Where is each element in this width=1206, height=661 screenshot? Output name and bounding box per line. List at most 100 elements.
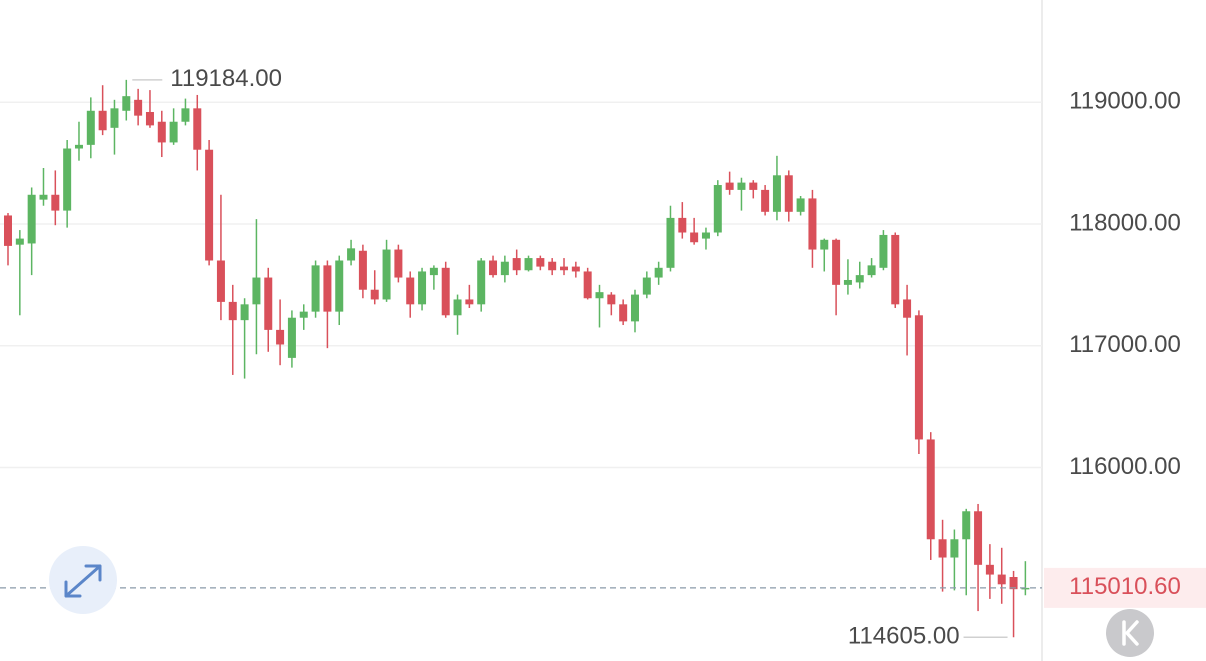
candle-body [690,232,699,243]
candle-body [1009,577,1018,590]
candle-body [725,182,734,190]
candle-body [264,277,273,330]
candle-body [441,267,450,316]
candle-body [145,111,154,126]
candle-body [784,175,793,212]
candle-body [240,304,249,321]
candle-body [347,248,356,261]
candle-body [630,294,639,322]
candles [4,79,1030,638]
min-label: 114605.00 [848,623,960,650]
candle-body [832,239,841,285]
candle-body [63,148,72,211]
candle-body [216,260,225,302]
candle-body [642,277,651,295]
candle-body [453,299,462,316]
candle-body [4,215,12,246]
candle-body [27,194,36,244]
candle-body [193,108,202,150]
candle-body [74,144,83,149]
candle-body [891,234,900,305]
candle-body [39,194,48,200]
candle-body [477,260,486,305]
candle-body [761,189,770,212]
candle-body [465,299,474,305]
candle-body [358,250,367,290]
candle-body [181,108,190,122]
candle-body [157,121,166,143]
candle-body [252,277,261,305]
candle-body [595,292,604,299]
candle-body [938,539,947,558]
candle-body [169,121,178,143]
candle-body [619,304,628,322]
candle-body [276,329,285,345]
candle-body [926,439,935,540]
candle-body [796,198,805,212]
candle-body [678,217,687,233]
candle-body [110,108,119,128]
candle-body [843,279,852,285]
candle-body [1021,587,1030,590]
back-button[interactable] [1106,609,1154,657]
candle-body [950,539,959,558]
candle-body [560,266,569,271]
expand-button[interactable] [49,546,117,614]
candle-body [701,232,710,239]
candle-body [749,182,758,190]
candle-body [98,110,107,131]
candle-body [855,275,864,283]
candle-body [536,258,545,267]
candle-body [382,249,391,300]
candle-body [394,249,403,278]
candle-body [311,265,320,312]
candle-body [772,175,781,212]
candle-body [370,289,379,300]
candle-body [228,301,237,321]
candle-body [607,294,616,305]
candle-body [15,238,24,245]
candle-body [500,261,509,276]
candle-body [335,260,344,312]
candle-body [571,266,580,272]
candle-body [997,574,1006,585]
candle-body [583,271,592,299]
candle-body [489,260,498,276]
candle-body [820,239,829,250]
candle-body [903,299,912,318]
candle-body [713,185,722,233]
candle-body [524,258,533,271]
candle-body [548,261,557,271]
candle-body [299,311,308,318]
y-tick-label: 119000.00 [1069,88,1181,115]
candle-body [86,110,95,145]
last-price-label: 115010.60 [1069,573,1181,600]
candle-body [406,277,415,305]
candle-body [867,265,876,276]
y-tick-label: 117000.00 [1069,331,1181,358]
y-tick-label: 118000.00 [1069,209,1181,236]
candle-body [418,271,427,305]
max-label: 119184.00 [170,65,282,92]
candle-body [914,315,923,440]
candle-body [808,198,817,250]
candle-body [985,564,994,575]
candle-body [205,149,214,261]
candle-body [654,267,663,278]
candle-body [962,511,971,540]
candle-body [737,182,746,190]
candle-body [323,265,332,312]
candle-body [879,234,888,268]
overlay: 119184.00 114605.00 115010.60 [0,65,1206,650]
candle-body [974,511,983,565]
candle-body [429,267,438,276]
grid: 116000.00 117000.00 118000.00 119000.00 [0,88,1181,480]
candle-body [512,258,521,271]
candle-body [134,99,143,116]
y-tick-label: 116000.00 [1069,453,1181,480]
candle-body [51,194,60,211]
candle-body [666,217,675,268]
candle-body [287,317,296,358]
last-price-box [1044,567,1206,608]
